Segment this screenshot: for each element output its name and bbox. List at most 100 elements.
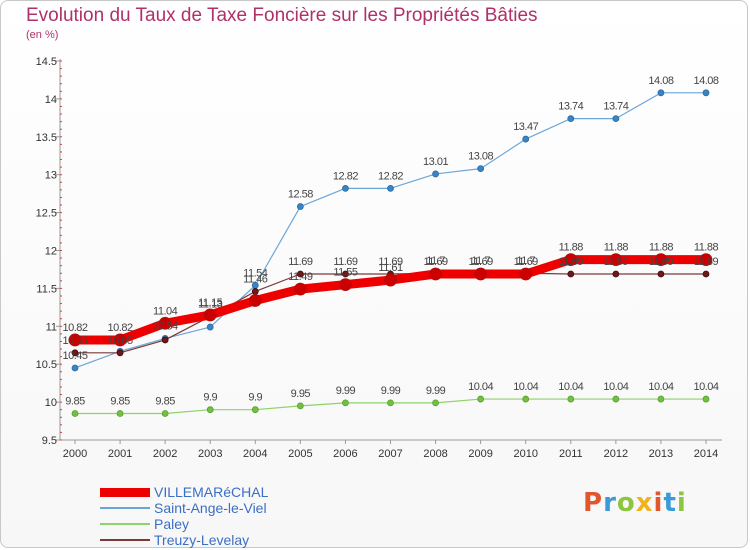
data-label-paley: 10.04 [693, 381, 718, 393]
data-label-villemar-chal: 11.55 [333, 267, 358, 279]
data-label-villemar-chal: 11.69 [514, 256, 539, 268]
x-tick-label: 2005 [288, 448, 312, 460]
data-point-paley [71, 410, 79, 417]
data-label-treuzy-levelay: 11.69 [649, 256, 674, 268]
y-tick-label: 10 [45, 397, 57, 409]
data-label-saint-ange-le-viel: 13.08 [468, 151, 493, 163]
legend-swatch [100, 487, 150, 497]
data-point-saint-ange-le-viel [342, 184, 349, 192]
data-point-treuzy-levelay [296, 270, 304, 278]
data-point-paley [432, 399, 439, 407]
data-point-paley [387, 399, 394, 407]
data-point-paley [296, 402, 304, 410]
data-label-treuzy-levelay: 11.7 [471, 255, 490, 267]
data-point-saint-ange-le-viel [387, 184, 394, 192]
data-label-paley: 10.04 [468, 381, 493, 393]
x-tick-label: 2001 [108, 448, 132, 460]
x-tick-label: 2007 [378, 448, 402, 460]
data-label-villemar-chal: 10.82 [108, 322, 133, 334]
data-point-treuzy-levelay [342, 270, 349, 278]
y-tick-label: 11.5 [36, 283, 57, 295]
logo-letter: i [676, 488, 687, 518]
data-point-treuzy-levelay [657, 270, 665, 278]
y-tick-label: 13 [45, 170, 57, 182]
data-label-saint-ange-le-viel: 10.84 [153, 320, 178, 332]
data-label-paley: 9.85 [155, 395, 175, 407]
data-point-villemar-chal [113, 333, 127, 347]
data-point-treuzy-levelay [161, 336, 169, 344]
x-tick-label: 2011 [559, 448, 583, 460]
chart-title: Evolution du Taux de Taxe Foncière sur l… [26, 5, 538, 26]
data-point-paley [251, 406, 259, 414]
data-label-treuzy-levelay: 11.7 [516, 255, 535, 267]
data-point-saint-ange-le-viel [206, 323, 214, 331]
data-label-villemar-chal: 11.49 [288, 271, 313, 283]
x-tick-label: 2006 [333, 448, 357, 460]
data-label-paley: 9.99 [426, 385, 446, 397]
data-label-saint-ange-le-viel: 13.74 [558, 101, 583, 113]
logo-letter: t [663, 488, 677, 518]
data-point-saint-ange-le-viel [477, 165, 485, 173]
x-tick-label: 2008 [423, 448, 447, 460]
data-label-villemar-chal: 11.61 [378, 262, 403, 274]
data-point-paley [116, 410, 124, 417]
y-tick-label: 9.5 [42, 435, 57, 447]
logo-letter: o [616, 488, 636, 518]
data-point-villemar-chal [158, 316, 172, 330]
data-point-treuzy-levelay [251, 288, 259, 295]
data-point-villemar-chal [654, 253, 668, 266]
data-label-paley: 9.99 [336, 385, 356, 397]
data-label-saint-ange-le-viel: 14.08 [693, 75, 718, 87]
legend-swatch [100, 539, 150, 541]
logo-letter: x [635, 488, 654, 518]
data-point-villemar-chal [203, 308, 217, 322]
data-point-villemar-chal [474, 267, 488, 281]
data-point-paley [567, 395, 575, 403]
data-label-treuzy-levelay: 11.7 [426, 255, 445, 267]
data-label-villemar-chal: 11.88 [559, 242, 584, 254]
data-label-saint-ange-le-viel: 12.82 [333, 170, 358, 182]
data-point-villemar-chal [293, 282, 307, 296]
data-point-villemar-chal [339, 278, 352, 292]
data-label-treuzy-levelay: 11.46 [243, 273, 268, 285]
data-label-villemar-chal: 11.69 [469, 256, 494, 268]
data-label-treuzy-levelay: 11.69 [694, 256, 719, 268]
data-point-treuzy-levelay [116, 349, 124, 357]
data-label-paley: 9.99 [381, 385, 401, 397]
data-label-saint-ange-le-viel: 12.58 [288, 189, 313, 201]
data-label-villemar-chal: 11.15 [198, 297, 223, 309]
data-point-paley [702, 395, 710, 403]
data-point-villemar-chal [699, 253, 713, 266]
data-label-treuzy-levelay: 11.13 [198, 298, 223, 310]
data-point-saint-ange-le-viel [71, 364, 79, 372]
legend-swatch [100, 507, 150, 509]
y-tick-label: 11 [46, 321, 57, 333]
data-label-treuzy-levelay: 11.69 [559, 256, 584, 268]
y-tick-label: 12 [45, 246, 57, 258]
x-tick-label: 2014 [694, 448, 718, 460]
x-tick-label: 2002 [153, 448, 177, 460]
data-label-saint-ange-le-viel: 13.74 [603, 101, 628, 113]
data-point-saint-ange-le-viel [657, 89, 665, 97]
data-label-treuzy-levelay: 11.69 [333, 256, 358, 268]
data-point-villemar-chal [68, 333, 82, 347]
data-point-villemar-chal [248, 294, 262, 307]
data-label-paley: 9.9 [248, 392, 262, 404]
data-label-treuzy-levelay: 10.65 [62, 335, 87, 347]
data-point-treuzy-levelay [71, 349, 79, 357]
x-tick-label: 2013 [649, 448, 673, 460]
data-label-villemar-chal: 11.88 [694, 242, 719, 254]
data-label-saint-ange-le-viel: 14.08 [648, 75, 673, 87]
data-point-paley [477, 395, 485, 403]
data-label-saint-ange-le-viel: 10.45 [62, 350, 87, 362]
data-point-treuzy-levelay [612, 270, 620, 278]
data-label-treuzy-levelay: 11.69 [604, 256, 629, 268]
data-label-treuzy-levelay: 11.69 [288, 256, 313, 268]
data-label-paley: 10.04 [513, 381, 538, 393]
legend-swatch [100, 523, 150, 525]
data-label-paley: 9.95 [291, 388, 311, 400]
data-point-saint-ange-le-viel [612, 115, 620, 123]
data-point-villemar-chal [429, 267, 442, 281]
data-point-paley [657, 395, 665, 403]
chart-unit-label: (en %) [26, 29, 59, 41]
